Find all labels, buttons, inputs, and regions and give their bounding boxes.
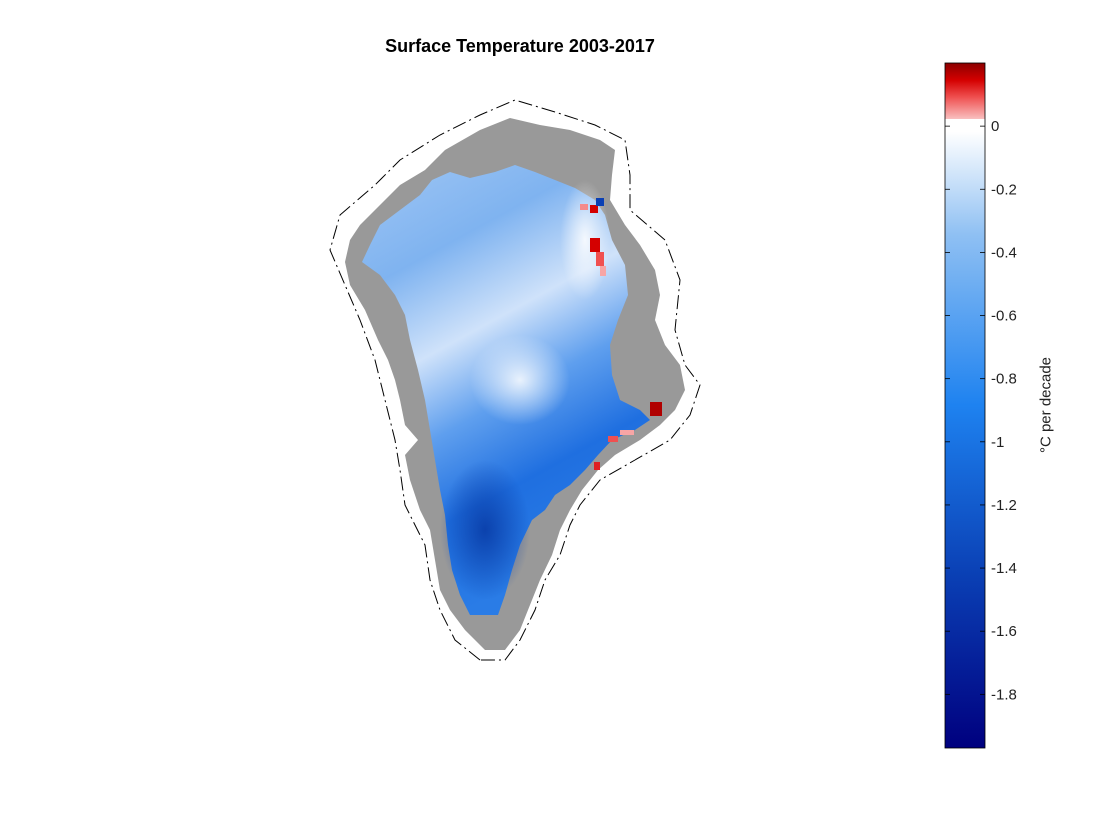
- colorbar-tick-label: -0.2: [991, 181, 1017, 198]
- chart-title: Surface Temperature 2003-2017: [385, 36, 655, 56]
- colorbar-tick-label: -0.4: [991, 244, 1017, 261]
- cooling-hotspot: [440, 460, 530, 600]
- colorbar-label: °C per decade: [1037, 356, 1055, 454]
- colorbar-tick-label: -1.6: [991, 623, 1017, 640]
- weak-trend-band: [470, 335, 570, 425]
- colorbar: [944, 62, 986, 749]
- colorbar-tick-label: -1.8: [991, 686, 1017, 703]
- colorbar-tick-label: -0.6: [991, 308, 1017, 325]
- colorbar-ticks: 0 -0.2 -0.4 -0.6 -0.8 -1 -1.2 -1.4 -1.6 -1.8: [945, 118, 1017, 703]
- colorbar-tick-label: -1.4: [991, 560, 1017, 577]
- colorbar-tick-label: 0: [991, 118, 999, 135]
- colorbar-tick-label: -0.8: [991, 371, 1017, 388]
- warming-patches: [580, 198, 662, 470]
- coastline-boundary: [329, 99, 701, 661]
- colorbar-tick-label: -1: [991, 434, 1004, 451]
- colorbar-tick-label: -1.2: [991, 497, 1017, 514]
